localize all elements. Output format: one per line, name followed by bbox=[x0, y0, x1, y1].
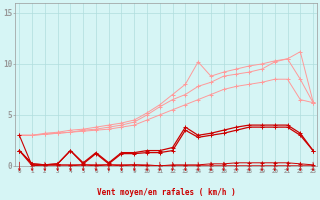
X-axis label: Vent moyen/en rafales ( km/h ): Vent moyen/en rafales ( km/h ) bbox=[97, 188, 236, 197]
